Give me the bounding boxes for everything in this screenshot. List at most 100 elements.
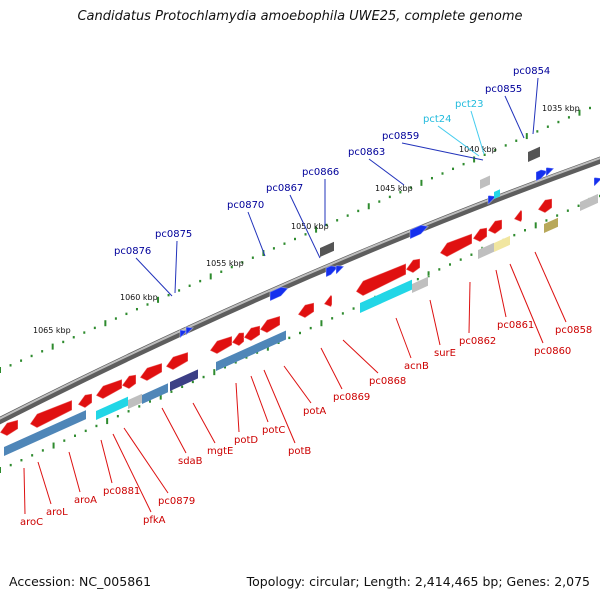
leader-line (161, 407, 187, 454)
reverse-gene-arrow-edge (121, 374, 137, 390)
outer-tick (589, 106, 591, 110)
leader-line (320, 347, 343, 390)
gene-block-top (494, 186, 504, 192)
outer-tick (220, 270, 223, 273)
outer-tick (146, 303, 149, 306)
gene-label-potC[interactable]: potC (262, 425, 285, 436)
gene-label-pc0870[interactable]: pc0870 (227, 200, 264, 211)
outer-tick (420, 179, 423, 186)
gene-label-pc0866[interactable]: pc0866 (302, 167, 339, 178)
gene-label-aroL[interactable]: aroL (46, 507, 68, 518)
reverse-gene-arrow-body (166, 352, 188, 370)
outer-tick (325, 223, 328, 227)
label-leader-lines (23, 77, 567, 515)
forward-gene-arrow-edge (409, 224, 429, 240)
gene-label-surE[interactable]: surE (434, 348, 456, 359)
gene-block-top (360, 276, 416, 303)
inner-tick (299, 331, 301, 335)
outer-tick (104, 320, 107, 327)
gene-label-sdaB[interactable]: sdaB (178, 456, 203, 467)
inner-tick (352, 307, 355, 310)
outer-tick (367, 203, 370, 210)
gene-label-pc0860[interactable]: pc0860 (534, 346, 571, 357)
reverse-gene-arrow-edge (439, 232, 473, 258)
gene-label-pc0862[interactable]: pc0862 (459, 336, 496, 347)
reverse-gene-arrow-body (538, 198, 552, 213)
outer-tick (378, 200, 381, 203)
gene-label-pc0867[interactable]: pc0867 (266, 183, 303, 194)
reverse-gene-arrow-edge (405, 258, 421, 274)
outer-tick (294, 237, 296, 241)
reverse-gene-arrow-body (78, 393, 92, 408)
leader-line (235, 382, 240, 433)
outer-tick (557, 120, 560, 124)
gene-label-pc0863[interactable]: pc0863 (348, 147, 385, 158)
gene-block-body (412, 276, 428, 293)
gene-label-pc0875[interactable]: pc0875 (155, 229, 192, 240)
reverse-gene-arrow-body (30, 400, 72, 428)
gene-label-pfkA[interactable]: pfkA (143, 515, 166, 526)
kbp-label: 1065 kbp (33, 326, 71, 335)
inner-tick (577, 204, 580, 207)
kbp-label: 1055 kbp (206, 259, 244, 268)
gene-label-potB[interactable]: potB (288, 446, 311, 457)
gene-block (412, 273, 432, 293)
reverse-gene-arrow (139, 362, 163, 382)
reverse-gene-arrow (77, 393, 93, 409)
gene-label-pc0858[interactable]: pc0858 (555, 325, 592, 336)
reverse-gene-arrow-edge (209, 335, 233, 355)
outer-tick (346, 214, 349, 217)
inner-tick (95, 424, 98, 428)
gene-label-pc0855[interactable]: pc0855 (485, 84, 522, 95)
gene-label-potD[interactable]: potD (234, 435, 258, 446)
gene-block-top (96, 393, 132, 411)
forward-gene-arrow (179, 329, 189, 340)
gene-label-pct23[interactable]: pct23 (455, 99, 484, 110)
reverse-gene-arrow-body (260, 316, 280, 333)
leader-line (504, 95, 525, 139)
reverse-gene-arrow-body (244, 325, 260, 341)
reverse-gene-arrow (472, 227, 488, 243)
gene-label-pc0859[interactable]: pc0859 (382, 131, 419, 142)
outer-tick (283, 242, 286, 245)
leader-line (437, 125, 480, 157)
reverse-gene-arrow (95, 378, 123, 400)
gene-label-pc0868[interactable]: pc0868 (369, 376, 406, 387)
forward-gene-arrow-body (270, 287, 288, 301)
reverse-gene-arrow-edge (29, 399, 73, 429)
gene-label-pc0879[interactable]: pc0879 (158, 496, 195, 507)
gene-label-pct24[interactable]: pct24 (423, 114, 452, 125)
gene-label-pc0869[interactable]: pc0869 (333, 392, 370, 403)
gene-label-pc0861[interactable]: pc0861 (497, 320, 534, 331)
inner-tick (0, 467, 1, 473)
inner-tick (127, 410, 130, 413)
outer-tick (188, 284, 191, 287)
forward-gene-arrow (269, 286, 289, 302)
reverse-gene-arrow-body (122, 374, 136, 389)
outer-tick (430, 176, 433, 180)
inner-tick (427, 271, 430, 278)
gene-label-pc0881[interactable]: pc0881 (103, 486, 140, 497)
gene-label-acnB[interactable]: acnB (404, 361, 429, 372)
reverse-gene-arrow (209, 335, 233, 355)
inner-tick (524, 229, 526, 232)
reverse-gene-arrow (165, 351, 189, 371)
forward-gene-labels: pc0854 pc0855 pct23 pct24 pc0859 pc0863 … (114, 66, 550, 257)
inner-tick (234, 361, 237, 364)
gene-label-aroA[interactable]: aroA (74, 495, 97, 506)
gene-label-potA[interactable]: potA (303, 406, 326, 417)
gene-block (544, 214, 562, 233)
leader-line (509, 263, 544, 344)
gene-label-pc0876[interactable]: pc0876 (114, 246, 151, 257)
forward-gene-arrow-edge (325, 265, 339, 278)
leader-line (495, 269, 507, 318)
gene-block-body (320, 241, 334, 257)
gene-block-top (544, 214, 562, 224)
reverse-gene-arrow-edge (323, 293, 333, 308)
forward-gene-arrow (545, 167, 556, 177)
gene-label-aroC[interactable]: aroC (20, 517, 43, 528)
gene-block (320, 238, 338, 257)
gene-label-pc0854[interactable]: pc0854 (513, 66, 550, 77)
gene-label-mgtE[interactable]: mgtE (207, 446, 233, 457)
gene-block-top (216, 327, 290, 362)
